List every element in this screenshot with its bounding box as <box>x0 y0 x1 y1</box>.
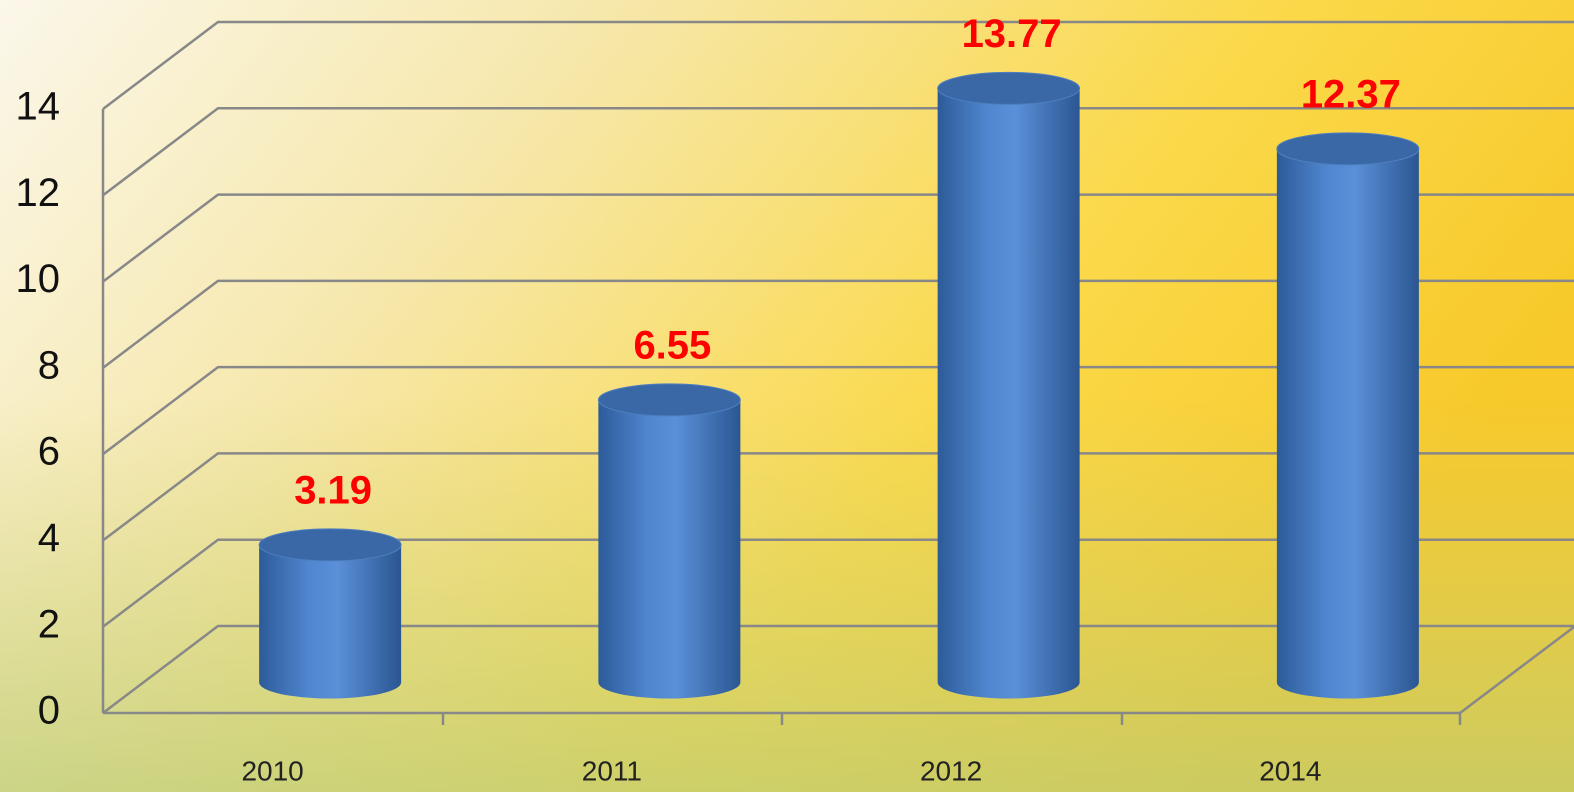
value-label: 3.19 <box>294 468 372 512</box>
floor-edge <box>1459 626 1574 714</box>
value-label: 12.37 <box>1301 72 1401 116</box>
bar <box>259 544 402 699</box>
y-tick-label: 8 <box>38 343 60 387</box>
y-tick-label: 10 <box>16 257 61 301</box>
bar <box>1276 148 1419 699</box>
value-label: 6.55 <box>633 323 711 367</box>
bar-top <box>1276 132 1420 166</box>
y-tick-label: 14 <box>16 85 61 129</box>
bar-top <box>258 528 402 562</box>
grid-line <box>102 193 1574 283</box>
bar-top <box>937 71 1081 105</box>
grid-line <box>102 107 1574 197</box>
y-tick-label: 6 <box>38 430 60 474</box>
bar <box>598 399 741 699</box>
grid-line <box>102 624 1574 714</box>
axes-frame <box>101 109 1574 725</box>
grid-line <box>102 538 1574 628</box>
y-tick-label: 4 <box>38 516 60 560</box>
y-tick-label: 2 <box>38 602 60 646</box>
x-tick-label: 2014 <box>1259 755 1321 786</box>
x-tick-label: 2012 <box>920 755 982 786</box>
bar <box>937 88 1080 699</box>
y-tick-label: 12 <box>16 171 61 215</box>
x-tick-label: 2011 <box>582 755 642 786</box>
x-tick-label: 2010 <box>241 755 303 786</box>
grid-line <box>102 20 1574 110</box>
grid-line <box>102 452 1574 542</box>
value-label: 13.77 <box>962 12 1062 56</box>
grid-line <box>102 365 1574 456</box>
grid-line <box>102 279 1574 369</box>
bar-top <box>597 383 741 417</box>
y-tick-label: 0 <box>38 689 60 733</box>
